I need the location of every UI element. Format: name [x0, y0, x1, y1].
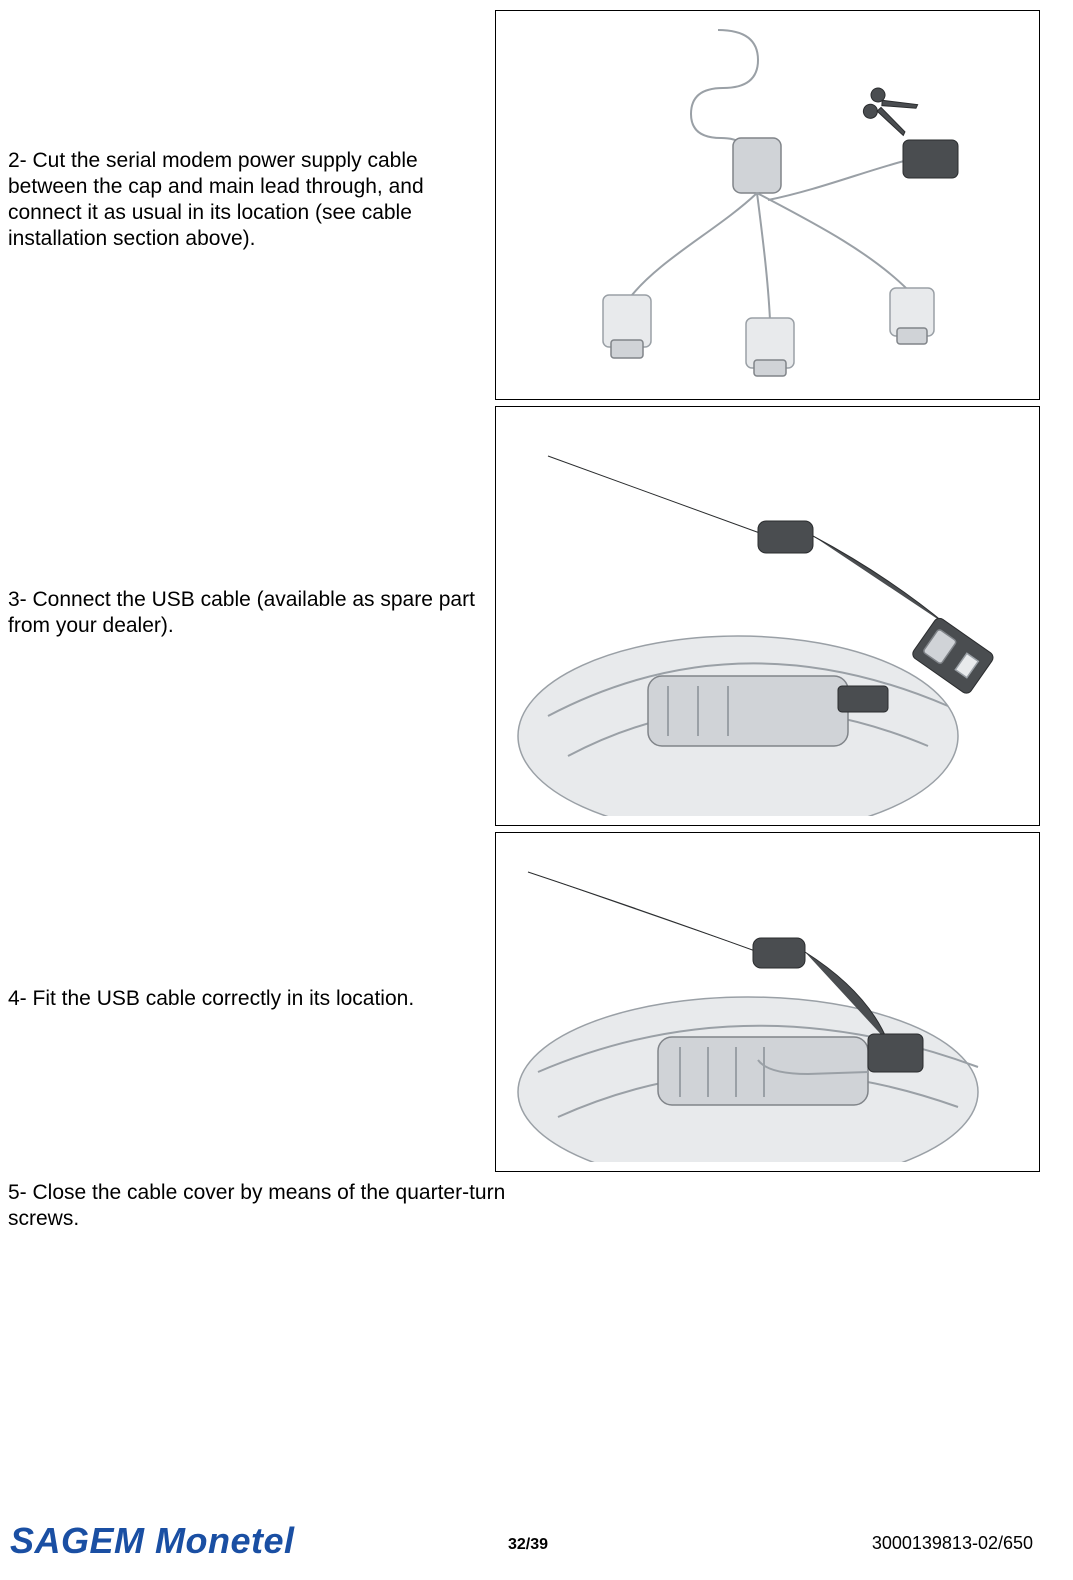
usb-fit-illustration: USB cable seated in its routing channel … — [508, 842, 1028, 1162]
figure-1: Cable harness with three connectors and … — [495, 10, 1040, 400]
step-4-text: 4- Fit the USB cable correctly in its lo… — [0, 986, 495, 1012]
step-2-text: 2- Cut the serial modem power supply cab… — [0, 148, 495, 253]
cable-harness-illustration: Cable harness with three connectors and … — [508, 20, 1028, 390]
step-5-text: 5- Close the cable cover by means of the… — [8, 1180, 528, 1233]
footer-brand: SAGEM Monetel — [10, 1520, 295, 1562]
figure-2: USB cable being plugged into the device … — [495, 406, 1040, 826]
step-3-text: 3- Connect the USB cable (available as s… — [0, 587, 495, 640]
content-area: 2- Cut the serial modem power supply cab… — [0, 0, 1073, 1172]
usb-connect-illustration: USB cable being plugged into the device … — [508, 416, 1028, 816]
step-row-4: 4- Fit the USB cable correctly in its lo… — [0, 826, 1073, 1172]
document-page: 2- Cut the serial modem power supply cab… — [0, 0, 1073, 1580]
figure-3: USB cable seated in its routing channel … — [495, 832, 1040, 1172]
step-row-2: 2- Cut the serial modem power supply cab… — [0, 0, 1073, 400]
footer-page-number: 32/39 — [508, 1536, 548, 1554]
footer-doc-number: 3000139813-02/650 — [872, 1533, 1033, 1554]
page-footer: SAGEM Monetel 32/39 3000139813-02/650 — [0, 1520, 1073, 1570]
step-row-3: 3- Connect the USB cable (available as s… — [0, 400, 1073, 826]
